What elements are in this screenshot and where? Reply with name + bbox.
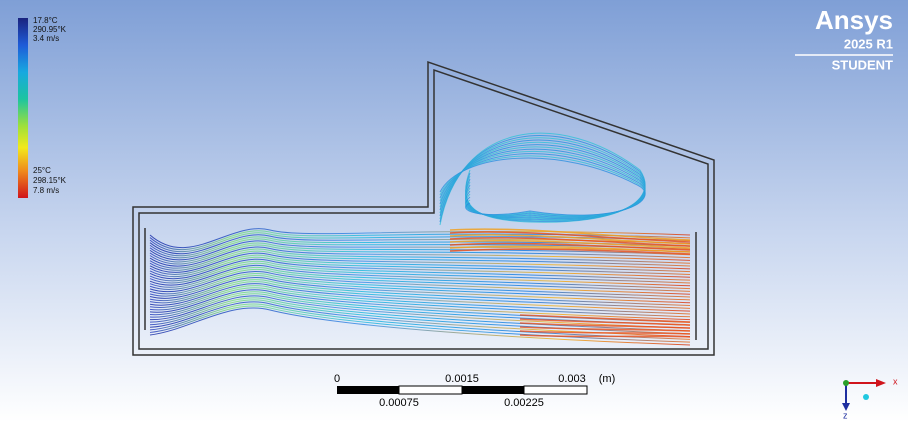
streamline <box>149 277 691 304</box>
streamline <box>149 250 691 271</box>
streamline <box>149 279 691 307</box>
streamline <box>519 330 691 335</box>
streamline <box>149 269 691 292</box>
streamline <box>149 264 691 287</box>
streamline <box>149 297 691 332</box>
scale-segment <box>337 386 399 394</box>
scale-label: 0.00075 <box>379 397 419 409</box>
logo-edition: STUDENT <box>832 57 893 72</box>
triad-x-arrow <box>876 379 886 387</box>
streamline <box>519 318 691 326</box>
streamline <box>149 285 691 315</box>
scale-segment <box>398 385 463 395</box>
streamline <box>149 230 691 251</box>
streamline <box>439 157 646 216</box>
streamline <box>149 238 691 259</box>
legend-label: 17.8°C <box>33 16 58 25</box>
streamline <box>449 228 691 241</box>
streamline <box>149 289 691 321</box>
triad-z-arrow <box>842 403 850 411</box>
streamline <box>149 266 691 290</box>
streamline <box>149 291 691 323</box>
streamline <box>449 237 691 247</box>
scale-segment <box>462 386 524 394</box>
streamline <box>449 248 691 255</box>
streamline <box>519 334 691 338</box>
triad-z-label: z <box>843 410 848 420</box>
streamline <box>149 256 691 277</box>
streamline <box>149 236 691 257</box>
streamline <box>449 245 691 253</box>
triad-y-axis <box>863 394 869 400</box>
streamline <box>149 295 691 329</box>
streamlines <box>149 132 691 346</box>
streamline <box>149 228 691 248</box>
scale-bar: 0 0.0015 0.003 (m) 0.00075 0.00225 <box>334 373 615 409</box>
legend-label: 3.4 m/s <box>33 34 59 43</box>
streamline <box>519 322 691 329</box>
streamline <box>149 293 691 326</box>
legend-label: 25°C <box>33 166 51 175</box>
legend-label: 290.95°K <box>33 25 67 34</box>
logo: Ansys 2025 R1 STUDENT <box>795 5 893 72</box>
streamline <box>149 260 691 282</box>
streamline <box>149 258 691 280</box>
streamline <box>149 240 691 261</box>
scale-unit: (m) <box>599 373 616 385</box>
streamline <box>149 244 691 265</box>
streamline <box>149 246 691 267</box>
streamline <box>149 252 691 273</box>
triad-x-label: x <box>893 376 898 386</box>
triad-origin <box>843 380 849 386</box>
scale-label: 0 <box>334 373 340 385</box>
axis-triad: x z <box>842 376 898 420</box>
streamline <box>449 234 691 245</box>
streamline <box>149 303 691 340</box>
streamline <box>449 231 691 243</box>
streamline <box>149 275 691 301</box>
streamline <box>149 271 691 295</box>
logo-version: 2025 R1 <box>844 36 893 51</box>
legend-label: 298.15°K <box>33 176 67 185</box>
streamline <box>449 242 691 251</box>
streamline <box>149 242 691 263</box>
streamline <box>149 232 691 253</box>
geometry <box>132 60 715 356</box>
streamline <box>149 281 691 309</box>
streamline <box>149 262 691 284</box>
streamline <box>149 248 691 269</box>
streamline <box>149 307 691 346</box>
legend: 17.8°C 290.95°K 3.4 m/s 25°C 298.15°K 7.… <box>18 16 67 198</box>
streamline <box>149 283 691 312</box>
logo-brand: Ansys <box>815 5 893 35</box>
streamline <box>519 326 691 332</box>
streamline <box>449 239 691 249</box>
streamline <box>149 299 691 335</box>
streamline <box>149 301 691 338</box>
streamline <box>519 314 691 323</box>
legend-label: 7.8 m/s <box>33 186 59 195</box>
scale-label: 0.003 <box>558 373 586 385</box>
domain-inner-outline <box>138 68 709 350</box>
streamline <box>149 305 691 343</box>
scale-label: 0.00225 <box>504 397 544 409</box>
wall-inlet-outlet <box>144 228 697 340</box>
streamline <box>149 273 691 298</box>
scale-label: 0.0015 <box>445 373 479 385</box>
streamline <box>149 254 691 275</box>
domain-outline <box>132 60 715 356</box>
color-bar <box>18 18 28 198</box>
streamline <box>149 287 691 318</box>
scale-segment <box>523 385 588 395</box>
streamline <box>149 234 691 255</box>
